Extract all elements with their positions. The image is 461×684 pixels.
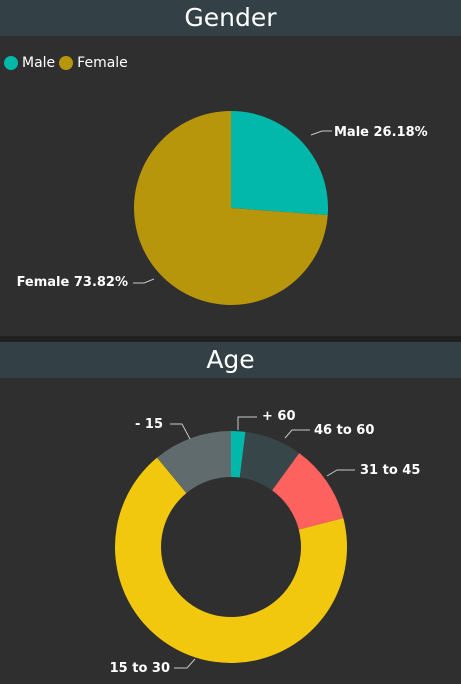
legend-swatch-female bbox=[59, 56, 74, 70]
gender-legend: Male Female bbox=[4, 54, 132, 72]
data-label-15-to-30: 15 to 30 bbox=[110, 661, 170, 676]
leader-line-female bbox=[133, 278, 155, 284]
slice-15-to-30[interactable] bbox=[115, 457, 348, 663]
data-label-60: + 60 bbox=[262, 409, 296, 424]
slice-46-to-60[interactable] bbox=[239, 431, 300, 491]
leader-line-60 bbox=[237, 416, 257, 430]
data-label-15: - 15 bbox=[135, 417, 163, 432]
slice-60[interactable] bbox=[231, 431, 246, 478]
legend-label-male: Male bbox=[22, 55, 56, 71]
age-donut-chart: + 60 46 to 60 31 to 45 15 to 30 - 15 bbox=[110, 409, 421, 676]
age-chart-title: Age bbox=[0, 342, 461, 378]
leader-line-15 bbox=[170, 423, 191, 440]
gender-pie-chart: Male 26.18% Female 73.82% bbox=[17, 111, 428, 305]
data-label-31-to-45: 31 to 45 bbox=[360, 463, 420, 478]
data-label-female: Female 73.82% bbox=[17, 275, 128, 290]
age-chart-panel: Age + 60 46 to 60 31 to 45 15 to 30 - 15 bbox=[0, 342, 461, 684]
gender-chart-panel: Gender Male Female Male 26.18% Female 73.… bbox=[0, 0, 461, 336]
legend-label-female: Female bbox=[77, 55, 128, 71]
leader-line-31-to-45 bbox=[326, 469, 355, 477]
legend-item-male[interactable]: Male bbox=[4, 55, 55, 71]
slice-male[interactable] bbox=[231, 111, 328, 216]
legend-swatch-male bbox=[4, 56, 18, 70]
slice-female[interactable] bbox=[134, 111, 328, 305]
data-label-46-to-60: 46 to 60 bbox=[314, 423, 374, 438]
legend-item-female[interactable]: Female bbox=[59, 55, 128, 71]
slice-15[interactable] bbox=[157, 431, 231, 494]
leader-line-15-to-30 bbox=[174, 658, 196, 669]
leader-line-male bbox=[310, 130, 332, 136]
data-label-male: Male 26.18% bbox=[334, 125, 428, 140]
leader-line-46-to-60 bbox=[284, 429, 310, 439]
panel-divider bbox=[0, 336, 461, 342]
gender-chart-title: Gender bbox=[0, 0, 461, 36]
slice-31-to-45[interactable] bbox=[272, 453, 344, 530]
